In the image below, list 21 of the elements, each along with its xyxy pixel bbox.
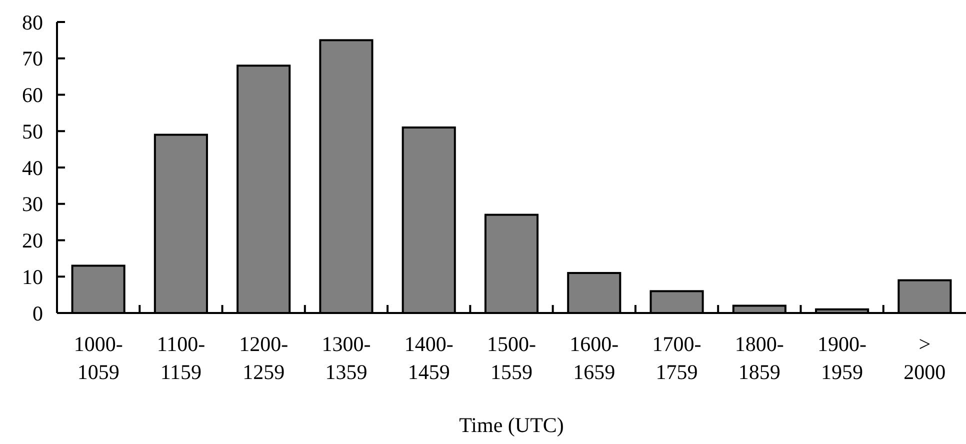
y-tick-label: 20 [22,228,43,253]
x-tick-label: > 2000 [904,332,946,384]
x-tick-label: 1800-1859 [734,332,784,384]
y-tick-label: 40 [22,156,43,180]
x-tick-label: 1700-1759 [652,332,702,384]
y-tick-label: 80 [22,10,43,34]
y-tick-label: 60 [22,83,43,108]
x-tick-label: 1600-1659 [570,332,619,384]
x-tick-label: 1000-1059 [74,332,123,384]
x-tick-label: 1900-1959 [818,332,867,384]
y-tick-label: 30 [22,192,43,216]
y-tick-label: 70 [22,46,43,71]
y-tick-label: 0 [32,301,43,326]
y-tick-label: 50 [22,119,43,144]
x-axis-title: Time (UTC) [459,413,564,437]
y-tick-label: 10 [22,264,43,289]
x-tick-label: 1200-1259 [239,332,288,384]
x-tick-label: 1400-1459 [404,332,454,384]
x-tick-label: 1300-1359 [322,332,371,384]
x-tick-label: 1500-1559 [487,332,536,384]
x-tick-label: 1100-1159 [156,332,206,384]
